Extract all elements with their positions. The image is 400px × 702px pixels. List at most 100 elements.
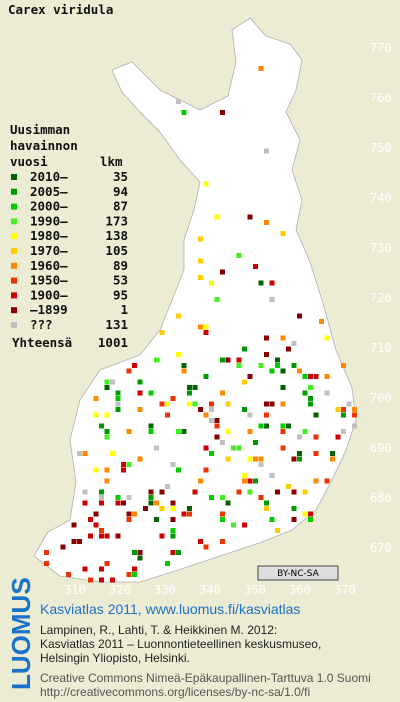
record-square	[236, 489, 242, 495]
record-square	[269, 517, 275, 522]
record-square	[220, 440, 225, 445]
record-square	[132, 566, 137, 572]
record-square	[352, 423, 357, 429]
map-outline	[33, 17, 357, 583]
record-square	[110, 379, 115, 385]
record-square	[275, 528, 280, 533]
record-square	[132, 572, 137, 577]
record-square	[308, 517, 313, 522]
record-square	[126, 572, 132, 577]
record-square	[154, 357, 159, 363]
record-square	[308, 511, 313, 517]
record-square	[324, 390, 330, 396]
record-square	[346, 401, 352, 407]
record-square	[181, 429, 187, 434]
record-square	[159, 489, 165, 495]
side-logo: LUOMUS	[6, 577, 36, 690]
license-badge: BY-NC-SA	[277, 569, 320, 579]
license-text: Creative Commons Nimeä-Epäkaupallinen-Ta…	[40, 671, 371, 685]
record-square	[126, 517, 132, 522]
legend-label: 1960–	[30, 258, 68, 273]
legend-label: 1990–	[30, 213, 68, 228]
record-square	[159, 330, 165, 335]
record-square	[121, 462, 126, 467]
legend-label: 1970–	[30, 243, 68, 258]
legend-count: 35	[113, 169, 128, 184]
record-square	[275, 357, 280, 363]
legend-count: 173	[105, 213, 128, 228]
record-square	[242, 407, 247, 412]
record-square	[60, 544, 66, 550]
record-square	[99, 489, 104, 495]
record-square	[44, 561, 49, 566]
record-square	[220, 357, 225, 363]
map-title: Carex viridula	[8, 2, 113, 17]
record-square	[93, 396, 99, 401]
record-square	[264, 401, 269, 407]
record-square	[236, 357, 242, 363]
record-square	[225, 429, 231, 434]
record-square	[258, 363, 264, 368]
legend-swatch	[11, 218, 17, 225]
record-square	[82, 566, 88, 572]
legend-swatch	[11, 174, 17, 180]
record-square	[247, 374, 253, 379]
footer-headline: Kasviatlas 2011, www.luomus.fi/kasviatla…	[40, 601, 300, 617]
record-square	[253, 440, 258, 445]
record-square	[280, 385, 286, 390]
y-tick-label: 770	[370, 41, 392, 55]
record-square	[126, 495, 132, 500]
record-square	[220, 269, 225, 275]
legend-swatch	[11, 277, 17, 284]
record-square	[170, 517, 176, 522]
x-tick-label: 340	[199, 583, 221, 597]
legend-label: –1899	[30, 302, 68, 317]
record-square	[137, 555, 143, 561]
record-square	[170, 528, 176, 533]
record-square	[313, 374, 319, 379]
record-square	[203, 467, 209, 473]
record-square	[214, 434, 220, 440]
record-square	[247, 214, 253, 220]
record-square	[253, 264, 258, 269]
record-square	[313, 434, 319, 440]
record-square	[280, 335, 286, 341]
record-square	[286, 423, 291, 429]
record-square	[313, 478, 319, 484]
record-square	[132, 511, 137, 517]
y-tick-label: 670	[370, 541, 392, 555]
record-square	[264, 148, 269, 154]
record-square	[93, 522, 99, 528]
record-square	[192, 401, 198, 407]
record-square	[264, 335, 269, 341]
record-square	[148, 423, 154, 429]
record-square	[280, 445, 286, 451]
record-square	[280, 368, 286, 374]
legend-swatch	[11, 233, 17, 240]
record-square	[66, 572, 71, 577]
record-square	[291, 456, 297, 462]
legend-swatch	[11, 203, 17, 210]
record-square	[247, 489, 253, 495]
record-square	[110, 577, 115, 583]
record-square	[104, 533, 110, 539]
record-square	[242, 346, 247, 352]
legend-label: 1980–	[30, 228, 68, 243]
record-square	[247, 456, 253, 462]
record-square	[264, 412, 269, 418]
record-square	[132, 363, 137, 368]
x-tick-label: 330	[154, 583, 176, 597]
record-square	[165, 412, 170, 418]
record-square	[352, 412, 357, 418]
record-square	[93, 412, 99, 418]
record-square	[247, 478, 253, 484]
x-tick-label: 370	[334, 583, 356, 597]
record-square	[170, 500, 176, 506]
record-square	[110, 451, 115, 456]
record-square	[286, 346, 291, 352]
record-square	[148, 390, 154, 396]
citation: Kasviatlas 2011 – Luonnontieteellinen ke…	[40, 637, 321, 651]
record-square	[253, 456, 258, 462]
legend-count: 94	[113, 184, 128, 199]
